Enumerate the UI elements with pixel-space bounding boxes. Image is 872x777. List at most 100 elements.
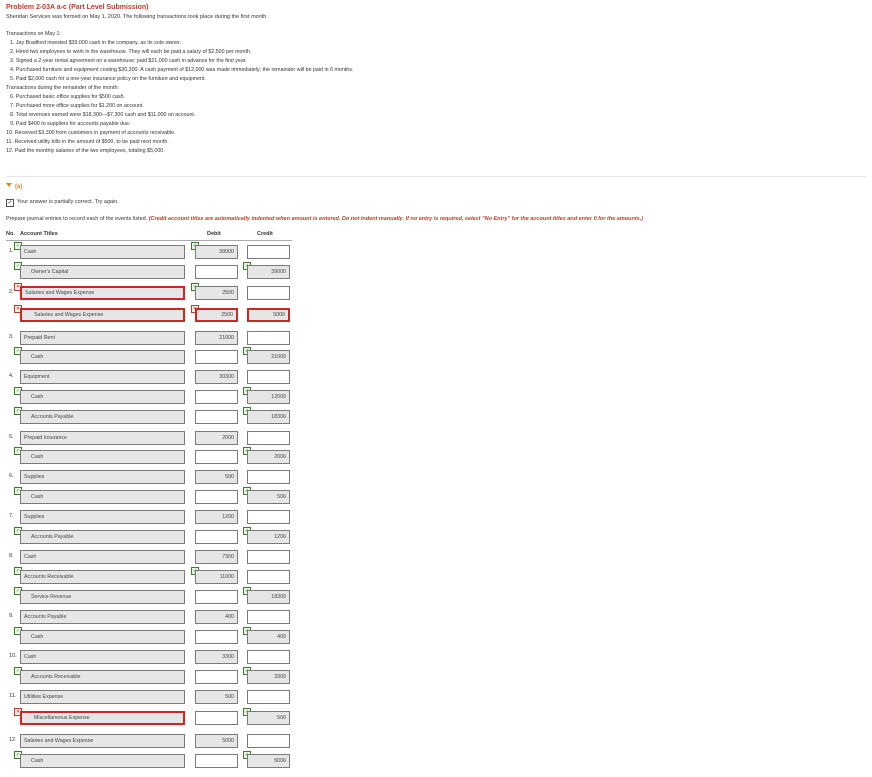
debit-field[interactable] <box>195 754 238 768</box>
account-title-field[interactable]: Salaries and Wages Expense <box>20 286 185 300</box>
debit-field[interactable]: 2500 <box>195 308 238 322</box>
debit-field[interactable] <box>195 711 238 725</box>
account-title-field[interactable]: Cash <box>20 630 185 644</box>
debit-field[interactable] <box>195 590 238 604</box>
transaction-line: 11. Received utility bills in the amount… <box>6 139 169 145</box>
account-title-field[interactable]: Cash <box>20 650 185 664</box>
debit-field[interactable]: 39000 <box>195 245 238 259</box>
debit-field[interactable] <box>195 630 238 644</box>
credit-field[interactable] <box>247 470 290 484</box>
debit-field[interactable]: 1200 <box>195 510 238 524</box>
transaction-line: 4. Purchased furniture and equipment cos… <box>10 67 354 73</box>
debit-field[interactable]: 500 <box>195 690 238 704</box>
credit-field[interactable] <box>247 610 290 624</box>
credit-field[interactable] <box>247 570 290 584</box>
transaction-line: 8. Total revenues earned were $18,300—$7… <box>10 112 196 118</box>
credit-field[interactable]: 3300 <box>247 670 290 684</box>
journal-row: 12. Salaries and Wages Expense 5000 <box>0 730 300 750</box>
journal-row: ✓ Cash ✓ 5000 <box>0 750 300 770</box>
account-title-field[interactable]: Prepaid Insurance <box>20 431 185 445</box>
account-title-field[interactable]: Cash <box>20 350 185 364</box>
account-title-field[interactable]: Salaries and Wages Expense <box>20 308 185 322</box>
entry-number: 10. <box>9 653 17 659</box>
debit-field[interactable] <box>195 450 238 464</box>
journal-row: ✓ Service Revenue ✓ 18300 <box>0 586 300 606</box>
credit-field[interactable] <box>247 331 290 345</box>
debit-field[interactable] <box>195 530 238 544</box>
credit-field[interactable]: 21000 <box>247 350 290 364</box>
debit-field[interactable] <box>195 265 238 279</box>
credit-field[interactable] <box>247 245 290 259</box>
debit-field[interactable]: 30300 <box>195 370 238 384</box>
account-title-field[interactable]: Cash <box>20 245 185 259</box>
credit-field[interactable] <box>247 370 290 384</box>
credit-field[interactable]: 18300 <box>247 410 290 424</box>
account-title-field[interactable]: Owner's Capital <box>20 265 185 279</box>
debit-field[interactable] <box>195 670 238 684</box>
credit-field[interactable] <box>247 510 290 524</box>
account-title-field[interactable]: Equipment <box>20 370 185 384</box>
entry-number: 12. <box>9 737 17 743</box>
credit-field[interactable]: 39000 <box>247 265 290 279</box>
debit-field[interactable]: 3300 <box>195 650 238 664</box>
credit-field[interactable] <box>247 650 290 664</box>
credit-field[interactable]: 5000 <box>247 754 290 768</box>
instructions: Prepare journal entries to record each o… <box>6 216 643 222</box>
problem-intro: Sheridan Services was formed on May 1, 2… <box>6 14 268 20</box>
account-title-field[interactable]: Service Revenue <box>20 590 185 604</box>
account-title-field[interactable]: Accounts Payable <box>20 530 185 544</box>
journal-row: ✓ Accounts Payable ✓ 18300 <box>0 406 300 426</box>
part-a-toggle[interactable]: (a) <box>6 183 22 190</box>
account-title-field[interactable]: Supplies <box>20 470 185 484</box>
journal-row: ✓ Accounts Payable ✓ 1200 <box>0 526 300 546</box>
journal-row: ✕ Miscellaneous Expense ✓ 500 <box>0 707 300 727</box>
debit-field[interactable] <box>195 410 238 424</box>
debit-field[interactable] <box>195 490 238 504</box>
account-title-field[interactable]: Salaries and Wages Expense <box>20 734 185 748</box>
credit-field[interactable] <box>247 690 290 704</box>
account-title-field[interactable]: Accounts Receivable <box>20 670 185 684</box>
account-title-field[interactable]: Accounts Payable <box>20 410 185 424</box>
account-title-field[interactable]: Cash <box>20 754 185 768</box>
journal-row: ✓ Cash ✓ 12000 <box>0 386 300 406</box>
debit-field[interactable]: 2000 <box>195 431 238 445</box>
debit-field[interactable] <box>195 390 238 404</box>
debit-field[interactable]: 2500 <box>195 286 238 300</box>
journal-row: ✓ Cash ✓ 500 <box>0 486 300 506</box>
account-title-field[interactable]: Cash <box>20 490 185 504</box>
credit-field[interactable]: 500 <box>247 711 290 725</box>
account-title-field[interactable]: Accounts Payable <box>20 610 185 624</box>
credit-field[interactable]: 400 <box>247 630 290 644</box>
caret-down-icon <box>6 183 12 187</box>
account-title-field[interactable]: Supplies <box>20 510 185 524</box>
entry-number: 8. <box>9 553 14 559</box>
account-title-field[interactable]: Cash <box>20 550 185 564</box>
journal-row: 5. Prepaid Insurance 2000 <box>0 427 300 447</box>
debit-field[interactable]: 21000 <box>195 331 238 345</box>
credit-field[interactable]: 12000 <box>247 390 290 404</box>
debit-field[interactable]: 11000 <box>195 570 238 584</box>
credit-field[interactable] <box>247 431 290 445</box>
debit-field[interactable]: 7300 <box>195 550 238 564</box>
credit-field[interactable]: 18300 <box>247 590 290 604</box>
journal-row: 6. Supplies 500 <box>0 466 300 486</box>
account-title-field[interactable]: Miscellaneous Expense <box>20 711 185 725</box>
account-title-field[interactable]: Cash <box>20 450 185 464</box>
debit-field[interactable]: 500 <box>195 470 238 484</box>
credit-field[interactable] <box>247 734 290 748</box>
credit-field[interactable] <box>247 286 290 300</box>
credit-field[interactable]: 2000 <box>247 450 290 464</box>
account-title-field[interactable]: Prepaid Rent <box>20 331 185 345</box>
debit-field[interactable]: 400 <box>195 610 238 624</box>
debit-field[interactable] <box>195 350 238 364</box>
credit-field[interactable] <box>247 550 290 564</box>
account-title-field[interactable]: Cash <box>20 390 185 404</box>
credit-field[interactable]: 5000 <box>247 308 290 322</box>
journal-row: 7. Supplies 1200 <box>0 506 300 526</box>
transaction-line: 6. Purchased basic office supplies for $… <box>10 94 126 100</box>
credit-field[interactable]: 1200 <box>247 530 290 544</box>
account-title-field[interactable]: Accounts Receivable <box>20 570 185 584</box>
credit-field[interactable]: 500 <box>247 490 290 504</box>
account-title-field[interactable]: Utilities Expense <box>20 690 185 704</box>
debit-field[interactable]: 5000 <box>195 734 238 748</box>
